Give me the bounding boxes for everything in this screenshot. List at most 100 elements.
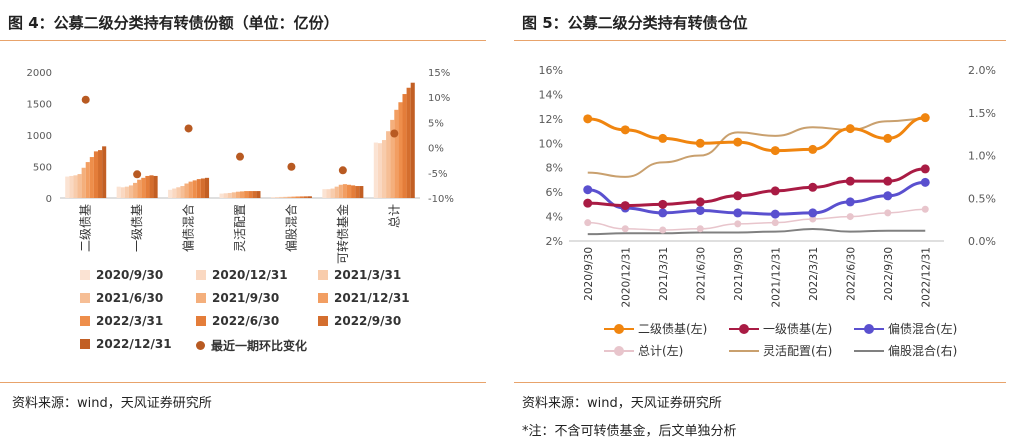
category-label: 二级债基 (79, 204, 93, 252)
legend-item: 2020/9/30 (80, 268, 163, 282)
change-dot (133, 170, 142, 179)
series-point (920, 164, 930, 174)
bar (120, 187, 125, 198)
legend-marker (614, 323, 624, 334)
legend-symbol (729, 323, 759, 334)
bar (398, 102, 403, 198)
legend-label: 2020/12/31 (212, 268, 288, 282)
legend-swatch (196, 316, 206, 326)
legend-label: 2021/3/31 (334, 268, 402, 282)
bar (204, 177, 210, 198)
category-label: 偏债混合 (181, 204, 196, 252)
category-label: 灵活配置 (233, 204, 247, 252)
y-tick-label: 8% (546, 162, 563, 175)
bar (124, 186, 129, 198)
y-tick-label: 1500 (27, 100, 52, 111)
legend-label: 2022/9/30 (334, 314, 402, 328)
y-tick-label: 2000 (27, 68, 52, 79)
y2-tick-label: 5% (428, 118, 444, 129)
legend-label: 2020/9/30 (96, 268, 164, 282)
bar (172, 188, 177, 198)
series-point (733, 137, 743, 147)
series-point (770, 146, 780, 156)
legend-swatch (318, 270, 328, 280)
y2-tick-label: 0% (428, 144, 444, 155)
series-point (770, 209, 780, 219)
legend-label: 偏债混合(左) (888, 322, 958, 336)
legend-label: 2021/12/31 (334, 291, 410, 305)
series-point (883, 191, 893, 201)
bar (373, 142, 378, 198)
legend-item: 2022/12/31 (80, 337, 172, 351)
legend-swatch (80, 270, 90, 280)
bar (180, 186, 185, 198)
series-point (770, 186, 780, 196)
y-tick-label: 6% (546, 186, 563, 199)
series-point (808, 144, 818, 154)
y-tick-label: 12% (539, 113, 563, 126)
legend-symbol (604, 323, 634, 334)
bar (279, 196, 284, 198)
bar (291, 196, 296, 198)
bar (141, 177, 146, 198)
bar (386, 131, 391, 198)
bar (326, 189, 331, 198)
y2-tick-label: 0.5% (968, 192, 996, 205)
legend-item: 2022/6/30 (196, 314, 279, 328)
legend-label: 2022/6/30 (212, 314, 280, 328)
legend-label: 一级债基(左) (763, 322, 833, 336)
legend-item: 2021/3/31 (318, 268, 401, 282)
change-dot (236, 152, 244, 161)
bar (188, 181, 193, 198)
legend-item: 一级债基(左) (729, 320, 832, 337)
bar (338, 184, 343, 198)
y-tick-label: 0 (46, 194, 52, 205)
y2-tick-label: -10% (428, 194, 454, 205)
series-point (883, 176, 893, 186)
series-line (587, 228, 926, 236)
x-tick-label: 2020/12/31 (620, 247, 632, 308)
legend-swatch (80, 293, 90, 303)
x-tick-label: 2022/6/30 (845, 247, 857, 301)
series-point (620, 125, 630, 135)
series-point (920, 113, 930, 123)
series-line (587, 167, 926, 208)
y-tick-label: 16% (539, 64, 563, 77)
series-point (884, 209, 892, 217)
series-point (845, 197, 855, 207)
legend-swatch (196, 293, 206, 303)
bar (85, 162, 90, 198)
legend-swatch (318, 316, 328, 326)
series-point (920, 177, 930, 187)
bar (184, 183, 189, 198)
series-line (587, 117, 926, 178)
bar (69, 175, 74, 198)
series-point (734, 220, 742, 228)
series-point (808, 182, 818, 192)
series-point (583, 185, 593, 195)
series-point (808, 208, 818, 218)
change-dot (390, 129, 399, 138)
bar (394, 109, 399, 198)
change-dot (287, 162, 296, 171)
bar (153, 175, 158, 198)
y2-tick-label: 1.5% (968, 107, 996, 120)
legend-label: 二级债基(左) (638, 322, 708, 336)
bar (231, 192, 236, 198)
legend-symbol (604, 345, 634, 356)
series-line (587, 116, 926, 153)
bar (270, 197, 276, 198)
bar (219, 193, 224, 198)
legend-label: 2022/3/31 (96, 314, 164, 328)
bar (65, 176, 70, 198)
x-tick-label: 2021/9/30 (733, 247, 745, 301)
series-point (658, 133, 668, 143)
figure-5-source-rule (514, 382, 1006, 383)
bar (355, 186, 360, 198)
y-tick-label: 1000 (27, 131, 52, 142)
series-point (733, 191, 743, 201)
bar (128, 185, 134, 198)
series-point (659, 226, 667, 234)
bar (192, 180, 197, 198)
series-point (584, 219, 592, 227)
